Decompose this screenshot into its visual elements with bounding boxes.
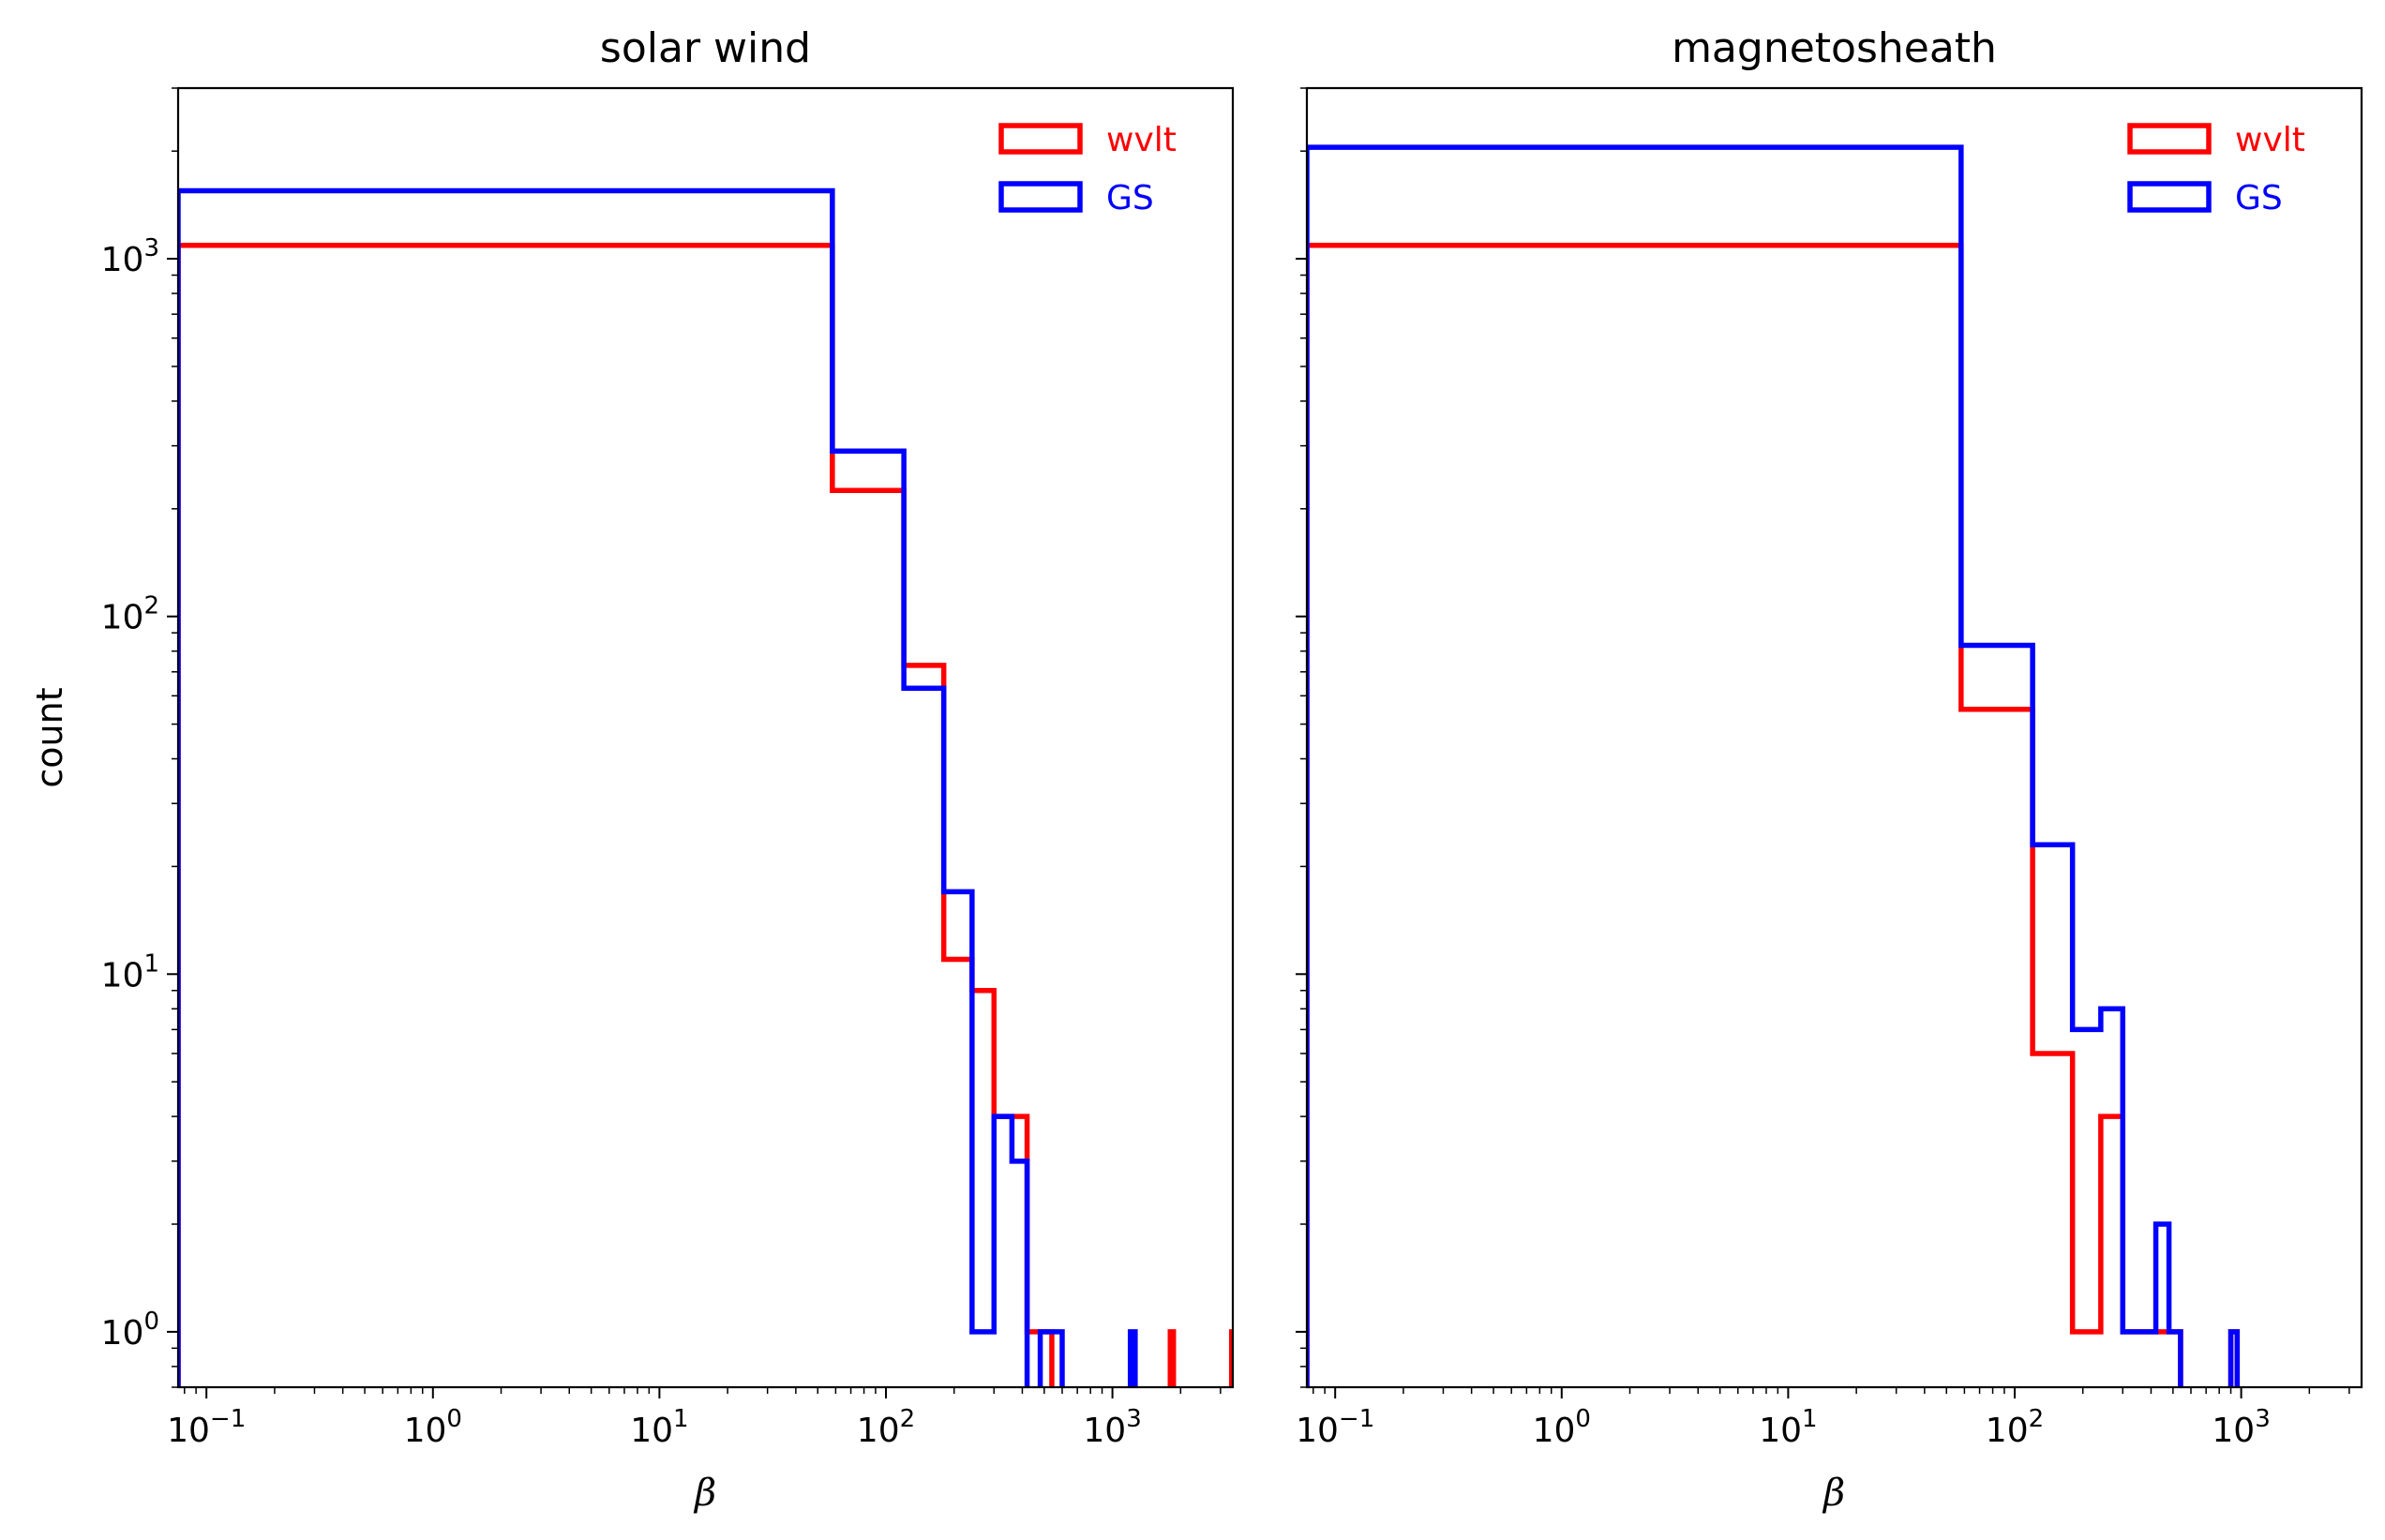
x-axis-label: β: [693, 1472, 716, 1515]
x-tick-label: 103: [2212, 1405, 2270, 1450]
series-wvlt: [178, 243, 1233, 1387]
legend-swatch-GS: [998, 181, 1083, 213]
x-tick-label: 100: [404, 1405, 462, 1450]
x-tick-label: 10−1: [1296, 1405, 1374, 1450]
legend-swatch-GS: [2127, 181, 2212, 213]
axes-frame: [176, 86, 1235, 1389]
plot-area: [1307, 144, 2241, 1387]
y-axis-label: count: [29, 687, 70, 787]
x-tick-label: 101: [1759, 1405, 1817, 1450]
x-tick-label: 102: [857, 1405, 915, 1450]
legend-label-wvlt: wvlt: [1106, 121, 1177, 159]
axes-frame: [1305, 86, 2363, 1389]
y-tick-label: 102: [101, 592, 159, 637]
x-tick-label: 10−1: [167, 1405, 246, 1450]
legend: wvlt GS: [2127, 121, 2305, 217]
legend-swatch-wvlt: [998, 123, 1083, 155]
legend-label-wvlt: wvlt: [2235, 121, 2305, 159]
x-tick-label: 100: [1533, 1405, 1591, 1450]
series-GS: [178, 187, 1138, 1387]
legend: wvlt GS: [998, 121, 1177, 217]
panel-1: 10−1 100 101 102 103 magnetosheath β wvlt GS: [1296, 24, 2363, 1515]
chart-title: solar wind: [600, 24, 811, 72]
panel-0: 10−1 100 101 102 103 100 101 102 103 solar wind β c…: [29, 24, 1235, 1515]
series-wvlt: [1307, 243, 2241, 1387]
chart-title: magnetosheath: [1672, 24, 1997, 72]
y-tick-label: 101: [101, 949, 159, 994]
x-axis-label: β: [1822, 1472, 1845, 1515]
y-tick-label: 103: [101, 234, 159, 279]
y-tick-label: 100: [101, 1308, 159, 1353]
legend-label-GS: GS: [2235, 179, 2283, 217]
x-tick-label: 103: [1083, 1405, 1141, 1450]
legend-swatch-wvlt: [2127, 123, 2212, 155]
series-GS: [1307, 144, 2241, 1387]
x-tick-label: 101: [630, 1405, 688, 1450]
legend-label-GS: GS: [1106, 179, 1154, 217]
plot-area: [178, 187, 1233, 1387]
x-tick-label: 102: [1986, 1405, 2044, 1450]
